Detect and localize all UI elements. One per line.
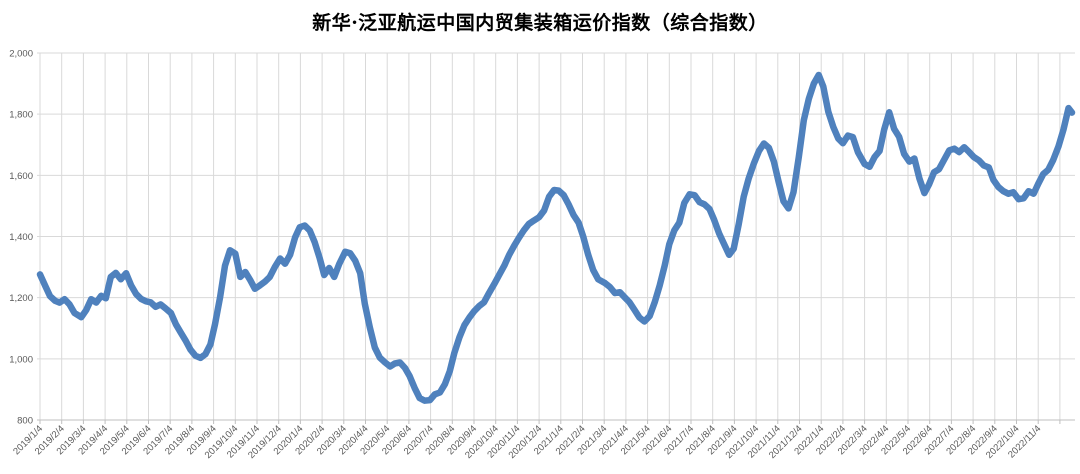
y-axis-tick-label: 2,000 xyxy=(9,49,33,60)
y-axis-tick-label: 1,800 xyxy=(9,110,33,121)
y-axis-tick-label: 1,600 xyxy=(9,171,33,182)
y-axis-tick-label: 1,000 xyxy=(9,354,33,365)
series-line xyxy=(36,71,1076,404)
y-axis-tick-label: 1,400 xyxy=(9,232,33,243)
chart-title: 新华·泛亚航运中国内贸集装箱运价指数（综合指数） xyxy=(312,12,768,34)
y-axis-tick-label: 800 xyxy=(17,416,33,427)
y-axis-tick-label: 1,200 xyxy=(9,293,33,304)
